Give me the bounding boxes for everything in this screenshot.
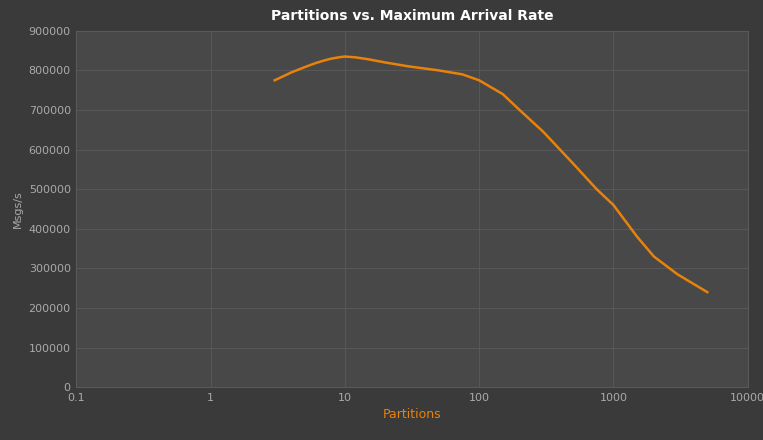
Title: Partitions vs. Maximum Arrival Rate: Partitions vs. Maximum Arrival Rate — [271, 9, 553, 23]
Y-axis label: Msgs/s: Msgs/s — [13, 190, 23, 228]
X-axis label: Partitions: Partitions — [383, 408, 441, 422]
